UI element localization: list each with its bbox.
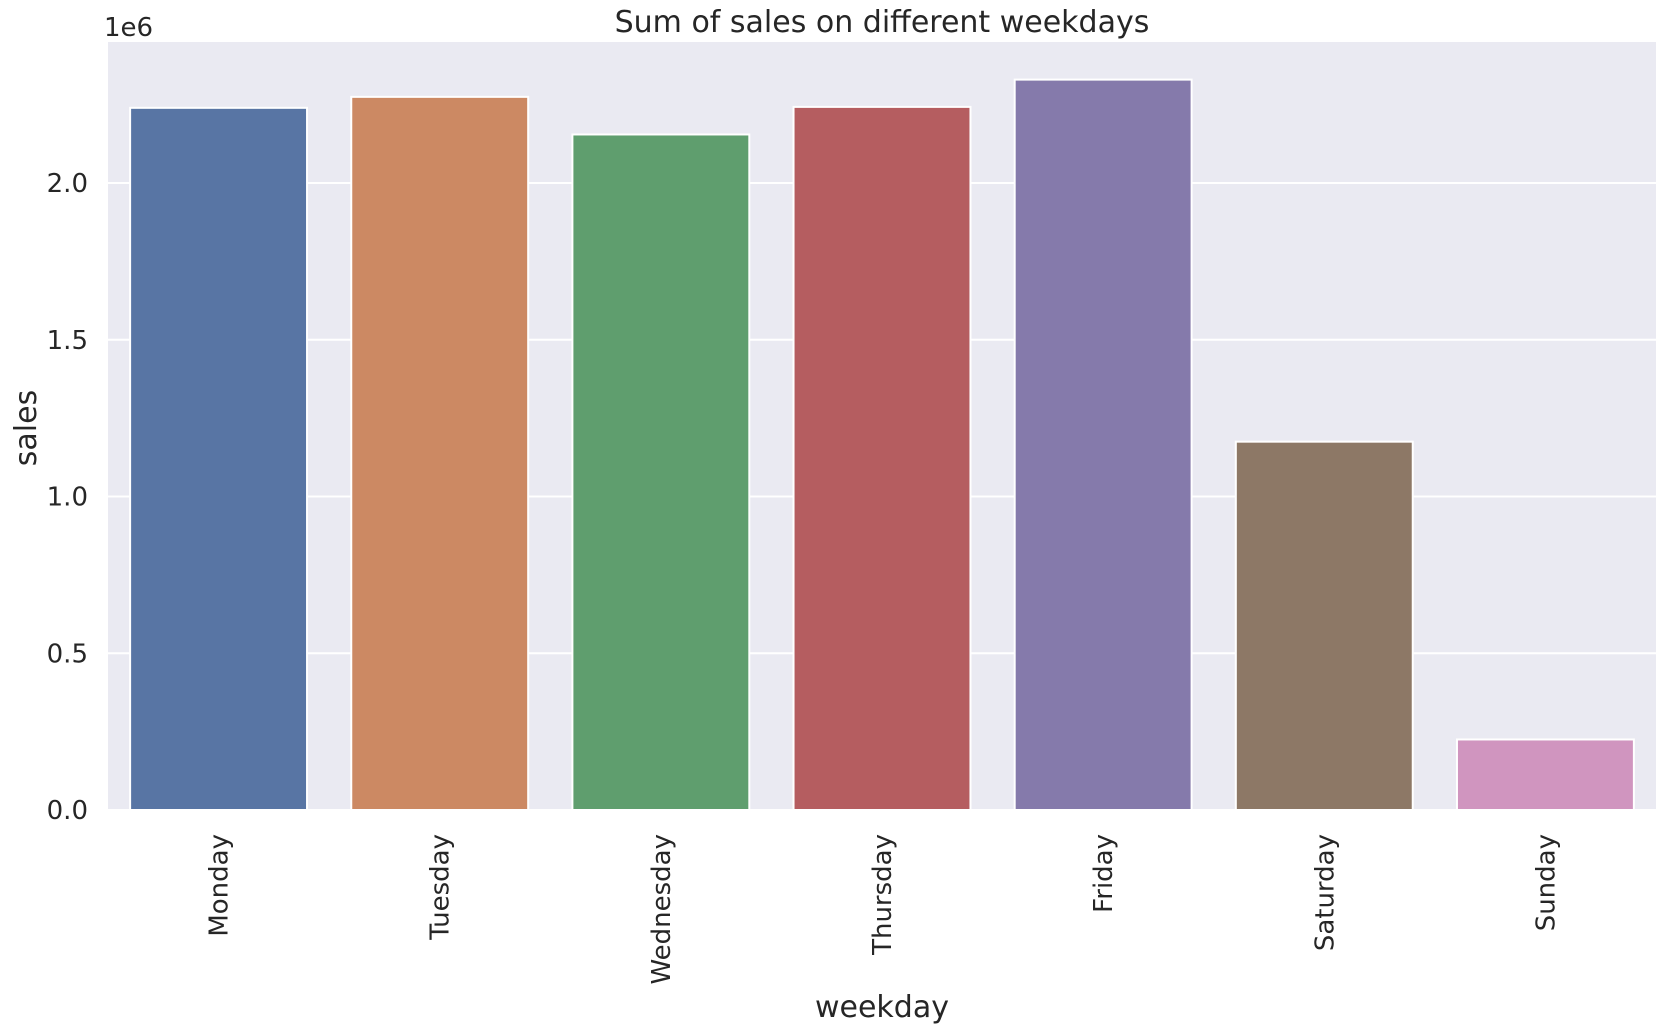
y-tick-label: 0.0	[47, 796, 88, 826]
y-tick-label: 0.5	[47, 639, 88, 669]
bar-saturday	[1234, 440, 1414, 811]
x-tick-label-monday: Monday	[205, 834, 235, 937]
y-tick-label: 1.0	[47, 483, 88, 513]
x-tick-label-sunday: Sunday	[1531, 834, 1561, 931]
x-axis-title: weekday	[815, 990, 949, 1025]
chart-title: Sum of sales on different weekdays	[615, 5, 1150, 40]
bar-tuesday	[350, 95, 530, 812]
y-tick-label: 2.0	[47, 169, 88, 199]
y-axis-title: sales	[9, 390, 44, 466]
bars	[129, 78, 1635, 812]
x-tick-label-thursday: Thursday	[868, 834, 898, 956]
x-tick-label-saturday: Saturday	[1310, 834, 1340, 951]
bar-thursday	[792, 105, 972, 811]
x-tick-label-friday: Friday	[1089, 834, 1119, 913]
y-tick-labels: 0.0 0.5 1.0 1.5 2.0	[47, 169, 88, 826]
bar-monday	[129, 106, 309, 812]
y-tick-label: 1.5	[47, 326, 88, 356]
bar-wednesday	[571, 133, 751, 812]
bar-friday	[1013, 78, 1193, 811]
bar-sunday	[1455, 738, 1635, 811]
y-offset-label: 1e6	[104, 13, 153, 43]
x-tick-labels: Monday Tuesday Wednesday Thursday Friday Satu…	[205, 834, 1562, 985]
x-tick-label-tuesday: Tuesday	[426, 834, 456, 941]
x-tick-label-wednesday: Wednesday	[647, 834, 677, 985]
